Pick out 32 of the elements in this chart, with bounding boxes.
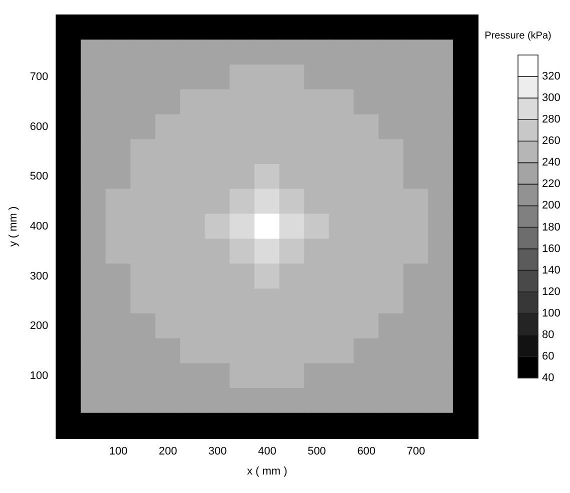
color-bar-label: 80 xyxy=(542,328,554,341)
color-bar-label: 60 xyxy=(542,350,554,362)
color-bar-label: 240 xyxy=(542,156,560,169)
color-bar-label: 220 xyxy=(542,178,560,190)
x-tick-label: 300 xyxy=(208,446,227,458)
x-axis-title: x ( mm ) xyxy=(246,466,288,478)
x-tick-label: 200 xyxy=(158,446,178,458)
color-bar-label: 260 xyxy=(542,135,560,148)
y-tick-label: 600 xyxy=(30,120,48,133)
y-tick-label: 200 xyxy=(30,320,48,332)
x-tick-label: 100 xyxy=(109,446,128,458)
color-bar-label: 140 xyxy=(542,264,560,276)
color-bar-title: Pressure (kPa) xyxy=(484,30,552,42)
color-bar-label: 200 xyxy=(542,200,560,212)
x-tick-label: 400 xyxy=(258,446,276,458)
y-axis-title: y ( mm ) xyxy=(8,206,20,247)
y-tick-label: 100 xyxy=(30,370,48,382)
x-tick-label: 700 xyxy=(406,446,426,458)
color-bar-label: 280 xyxy=(542,114,560,126)
y-tick-label: 500 xyxy=(30,170,48,183)
x-tick-label: 600 xyxy=(357,446,376,458)
color-bar-label: 40 xyxy=(542,372,554,384)
color-bar-label: 180 xyxy=(542,221,560,234)
x-tick-label: 500 xyxy=(308,446,326,458)
color-bar-label: 120 xyxy=(542,286,560,298)
y-tick-label: 700 xyxy=(30,71,48,84)
color-bar-label: 160 xyxy=(542,242,560,255)
color-bar-label: 300 xyxy=(542,92,560,104)
y-tick-label: 400 xyxy=(30,220,48,232)
y-tick-label: 300 xyxy=(30,270,48,282)
color-bar-label: 320 xyxy=(542,70,560,83)
color-bar-label: 100 xyxy=(542,307,560,320)
